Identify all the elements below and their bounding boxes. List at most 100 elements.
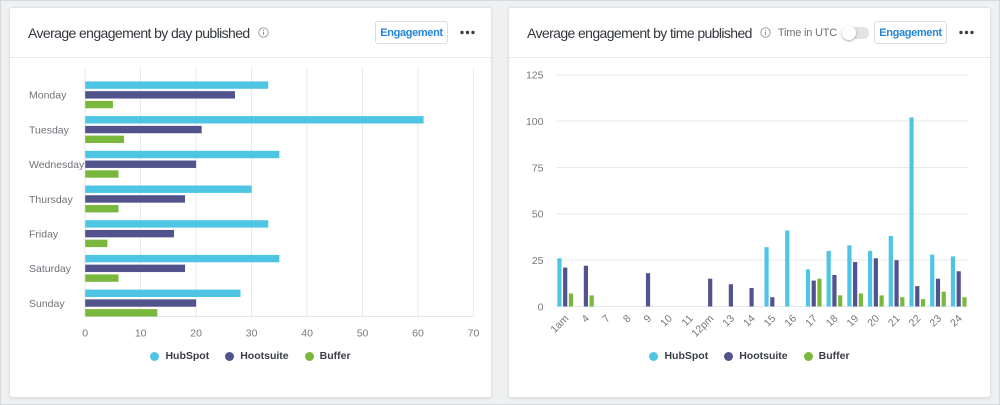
bar-saturday-hootsuite <box>85 264 186 273</box>
x-category-label-10: 10 <box>658 313 675 330</box>
legend-item-hubspot[interactable]: HubSpot <box>150 350 209 362</box>
x-category-label-18: 18 <box>824 313 841 330</box>
x-category-label-20: 20 <box>865 313 882 330</box>
bar-tuesday-buffer <box>85 135 125 143</box>
y-category-label-saturday: Saturday <box>29 263 72 275</box>
legend-item-buffer[interactable]: Buffer <box>304 350 351 362</box>
bar-19-hubspot <box>847 245 852 307</box>
time-in-utc-label: Time in UTC <box>777 26 837 39</box>
kebab-menu-icon[interactable] <box>959 30 974 35</box>
bar-18-hootsuite <box>832 274 837 307</box>
bar-20-hootsuite <box>873 258 878 307</box>
utc-toggle-knob <box>842 25 856 40</box>
bar-tuesday-hubspot <box>85 116 424 124</box>
x-category-label-22: 22 <box>907 313 924 330</box>
utc-toggle[interactable] <box>842 25 869 40</box>
bar-thursday-hubspot <box>85 185 252 193</box>
card-body-time: 0 25 50 75 100 125 1am 4 7 8 9 10 11 12pm 13 14 15 16 17 18… <box>509 58 990 397</box>
bar-friday-hubspot <box>85 220 269 228</box>
y-tick-label-75: 75 <box>532 162 544 174</box>
bar-14-hootsuite <box>749 287 754 307</box>
bar-wednesday-hubspot <box>85 150 280 159</box>
bar-wednesday-hootsuite <box>85 160 197 168</box>
x-category-label-23: 23 <box>927 313 944 330</box>
y-category-label-tuesday: Tuesday <box>29 124 70 136</box>
chart-legend-day: HubSpot Hootsuite Buffer <box>10 350 491 362</box>
bar-24-hootsuite <box>956 271 961 307</box>
card-body-day: 0 10 20 30 40 50 60 70 Monday Tuesday Wednesday Thu… <box>10 58 491 397</box>
bar-23-hubspot <box>930 254 935 307</box>
bar-9-hootsuite <box>645 273 651 307</box>
bar-1am-buffer <box>568 293 574 307</box>
bar-19-buffer <box>858 293 863 307</box>
bar-thursday-hootsuite <box>85 195 186 203</box>
bar-22-hootsuite <box>915 286 920 307</box>
bar-20-hubspot <box>868 250 873 307</box>
bar-20-buffer <box>879 295 884 307</box>
engagement-button[interactable]: Engagement <box>375 21 448 44</box>
legend-item-buffer[interactable]: Buffer <box>803 350 850 362</box>
info-icon[interactable] <box>760 27 771 38</box>
bar-18-buffer <box>838 295 843 307</box>
bar-22-buffer <box>920 299 926 307</box>
x-tick-label-50: 50 <box>357 328 369 340</box>
buffer-legend-label: Buffer <box>818 350 850 362</box>
bar-17-hootsuite <box>811 280 816 307</box>
bar-15-hootsuite <box>770 297 775 307</box>
buffer-legend-dot <box>304 351 314 361</box>
engagement-button[interactable]: Engagement <box>874 21 947 44</box>
bar-wednesday-buffer <box>85 170 119 178</box>
bar-thursday-buffer <box>85 205 119 213</box>
x-tick-label-10: 10 <box>135 328 147 340</box>
y-tick-label-25: 25 <box>532 255 544 267</box>
x-tick-label-40: 40 <box>301 328 313 340</box>
x-category-label-21: 21 <box>886 313 903 330</box>
bar-sunday-hubspot <box>85 289 241 297</box>
bar-friday-buffer <box>85 239 108 248</box>
y-tick-label-100: 100 <box>526 116 544 128</box>
bar-4-buffer <box>589 295 594 307</box>
bar-sunday-hootsuite <box>85 299 197 307</box>
hootsuite-legend-dot <box>724 351 734 361</box>
bar-sunday-buffer <box>85 309 158 317</box>
hubspot-legend-dot <box>150 351 160 361</box>
x-category-label-13: 13 <box>720 313 737 330</box>
bar-13-hootsuite <box>728 284 733 307</box>
x-tick-label-70: 70 <box>468 328 480 340</box>
x-category-label-12pm: 12pm <box>689 312 716 339</box>
bar-24-hubspot <box>950 256 956 307</box>
hubspot-legend-label: HubSpot <box>664 350 709 362</box>
x-category-label-9: 9 <box>642 313 655 326</box>
bar-19-hootsuite <box>853 262 858 307</box>
bar-saturday-hubspot <box>85 254 280 263</box>
y-tick-label-0: 0 <box>538 301 544 313</box>
x-category-label-19: 19 <box>845 313 862 330</box>
kebab-menu-icon[interactable] <box>460 30 475 35</box>
x-category-label-1am: 1am <box>548 312 571 335</box>
legend-item-hootsuite[interactable]: Hootsuite <box>724 350 788 362</box>
bar-17-buffer <box>817 278 822 307</box>
legend-item-hubspot[interactable]: HubSpot <box>649 350 708 362</box>
hootsuite-legend-dot <box>225 351 235 361</box>
x-category-label-7: 7 <box>600 313 613 326</box>
hubspot-legend-dot <box>649 351 659 361</box>
x-category-label-14: 14 <box>741 313 758 330</box>
info-icon[interactable] <box>257 27 269 38</box>
x-tick-label-60: 60 <box>412 328 424 340</box>
bar-12pm-hootsuite <box>708 278 713 307</box>
legend-item-hootsuite[interactable]: Hootsuite <box>225 350 289 362</box>
card-engagement-by-day: Average engagement by day published Enga… <box>9 7 492 398</box>
bar-15-hubspot <box>764 247 769 307</box>
y-category-label-friday: Friday <box>29 229 59 241</box>
bar-monday-hubspot <box>85 81 269 89</box>
y-tick-label-125: 125 <box>526 70 544 82</box>
card-title-time: Average engagement by time published <box>527 24 752 41</box>
bar-24-buffer <box>962 297 967 307</box>
card-header-time: Average engagement by time published Tim… <box>509 8 990 58</box>
bar-21-buffer <box>900 297 905 307</box>
card-header-day: Average engagement by day published Enga… <box>10 8 491 58</box>
x-category-label-15: 15 <box>762 313 779 330</box>
chart-legend-time: HubSpot Hootsuite Buffer <box>509 350 990 362</box>
